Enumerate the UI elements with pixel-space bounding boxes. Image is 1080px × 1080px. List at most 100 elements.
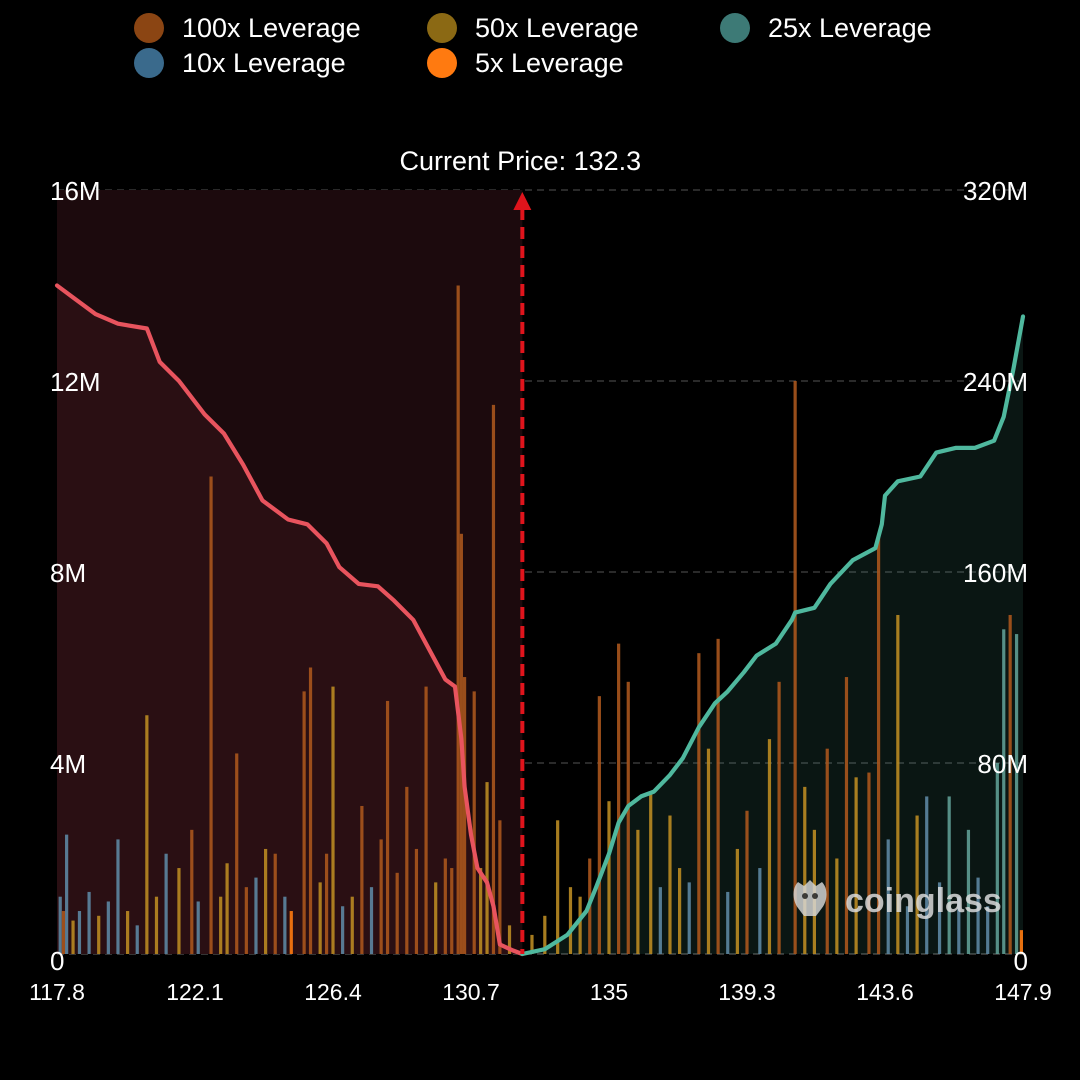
long-region-background bbox=[57, 190, 523, 954]
bar-100x bbox=[443, 858, 447, 954]
bar-10x bbox=[135, 925, 139, 954]
bar-100x bbox=[472, 691, 476, 954]
legend-item-50x[interactable]: 50x Leverage bbox=[427, 11, 639, 45]
bar-50x bbox=[915, 815, 919, 954]
bar-50x bbox=[678, 868, 682, 954]
bar-25x bbox=[1014, 634, 1019, 954]
bar-10x bbox=[58, 896, 62, 954]
legend-item-100x[interactable]: 100x Leverage bbox=[134, 11, 361, 45]
bar-100x bbox=[697, 653, 701, 954]
legend-swatch-25x bbox=[720, 13, 750, 43]
legend-swatch-100x bbox=[134, 13, 164, 43]
bar-50x bbox=[803, 786, 807, 954]
bar-100x bbox=[360, 805, 364, 954]
bar-10x bbox=[196, 901, 200, 954]
bar-100x bbox=[876, 533, 881, 954]
bar-100x bbox=[244, 887, 248, 954]
legend-swatch-50x bbox=[427, 13, 457, 43]
bar-10x bbox=[986, 906, 990, 954]
bar-100x bbox=[302, 691, 306, 954]
bar-50x bbox=[219, 896, 223, 954]
bar-100x bbox=[405, 786, 409, 954]
y-right-tick-label: 160M bbox=[963, 558, 1028, 588]
y-left-tick-label: 4M bbox=[50, 749, 86, 779]
bar-50x bbox=[578, 896, 582, 954]
bar-10x bbox=[341, 906, 345, 954]
legend-item-5x[interactable]: 5x Leverage bbox=[427, 46, 624, 80]
bar-10x bbox=[687, 882, 691, 954]
bar-50x bbox=[479, 868, 483, 954]
bar-100x bbox=[456, 285, 460, 954]
bar-10x bbox=[937, 882, 942, 954]
bar-10x bbox=[106, 901, 110, 954]
x-tick-label: 135 bbox=[590, 979, 628, 1005]
legend-swatch-10x bbox=[134, 48, 164, 78]
bar-10x bbox=[87, 891, 91, 954]
y-right-tick-label: 240M bbox=[963, 367, 1028, 397]
bar-10x bbox=[164, 853, 168, 954]
bar-100x bbox=[745, 810, 749, 954]
bar-5x bbox=[289, 911, 293, 954]
legend-item-25x[interactable]: 25x Leverage bbox=[720, 11, 932, 45]
bar-100x bbox=[209, 476, 213, 954]
bar-50x bbox=[145, 715, 149, 954]
bar-50x bbox=[154, 896, 159, 954]
bar-100x bbox=[825, 748, 829, 954]
bar-50x bbox=[331, 686, 335, 954]
y-right-tick-label: 320M bbox=[963, 176, 1028, 206]
bar-10x bbox=[283, 896, 287, 954]
bar-100x bbox=[491, 404, 496, 954]
legend-item-10x[interactable]: 10x Leverage bbox=[134, 46, 346, 80]
bar-100x bbox=[498, 820, 502, 954]
bar-10x bbox=[254, 877, 258, 954]
bar-10x bbox=[925, 796, 929, 954]
bar-25x bbox=[1002, 629, 1006, 954]
bar-50x bbox=[530, 934, 534, 954]
legend-label-25x: 25x Leverage bbox=[768, 12, 932, 43]
legend-label-5x: 5x Leverage bbox=[475, 47, 624, 78]
x-tick-label: 143.6 bbox=[856, 979, 914, 1005]
bar-50x bbox=[607, 801, 611, 954]
bar-100x bbox=[626, 681, 630, 954]
bar-50x bbox=[649, 791, 653, 954]
bar-100x bbox=[395, 872, 399, 954]
bar-50x bbox=[668, 815, 672, 954]
bar-100x bbox=[793, 381, 797, 954]
bar-25x bbox=[966, 829, 971, 954]
x-tick-label: 139.3 bbox=[718, 979, 776, 1005]
bar-100x bbox=[414, 848, 419, 954]
bar-100x bbox=[450, 868, 454, 954]
bar-100x bbox=[597, 696, 601, 954]
bar-50x bbox=[177, 868, 181, 954]
bar-25x bbox=[947, 796, 951, 954]
bar-100x bbox=[324, 853, 329, 954]
bar-50x bbox=[568, 887, 573, 954]
current-price-label: Current Price: 132.3 bbox=[400, 146, 642, 176]
bar-10x bbox=[976, 877, 980, 954]
short-liquidation-line bbox=[520, 314, 1026, 957]
bar-100x bbox=[235, 753, 239, 954]
bar-50x bbox=[318, 882, 322, 954]
x-tick-label: 117.8 bbox=[29, 979, 85, 1005]
bar-50x bbox=[854, 777, 858, 954]
bar-50x bbox=[126, 911, 130, 954]
y-right-tick-label: 80M bbox=[977, 749, 1028, 779]
bar-100x bbox=[1008, 614, 1012, 954]
bar-100x bbox=[777, 681, 781, 954]
bar-100x bbox=[867, 772, 871, 954]
bar-100x bbox=[424, 686, 428, 954]
x-tick-label: 147.9 bbox=[994, 979, 1052, 1005]
watermark: coinglass bbox=[793, 880, 1002, 920]
legend-swatch-5x bbox=[427, 48, 457, 78]
bar-50x bbox=[735, 848, 739, 954]
bar-100x bbox=[308, 667, 313, 954]
legend: 100x Leverage 50x Leverage 25x Leverage … bbox=[0, 0, 1080, 90]
bar-50x bbox=[543, 915, 547, 954]
bar-100x bbox=[617, 643, 621, 954]
bar-100x bbox=[190, 829, 194, 954]
bar-50x bbox=[896, 614, 900, 954]
bar-100x bbox=[273, 853, 277, 954]
bar-50x bbox=[636, 829, 640, 954]
